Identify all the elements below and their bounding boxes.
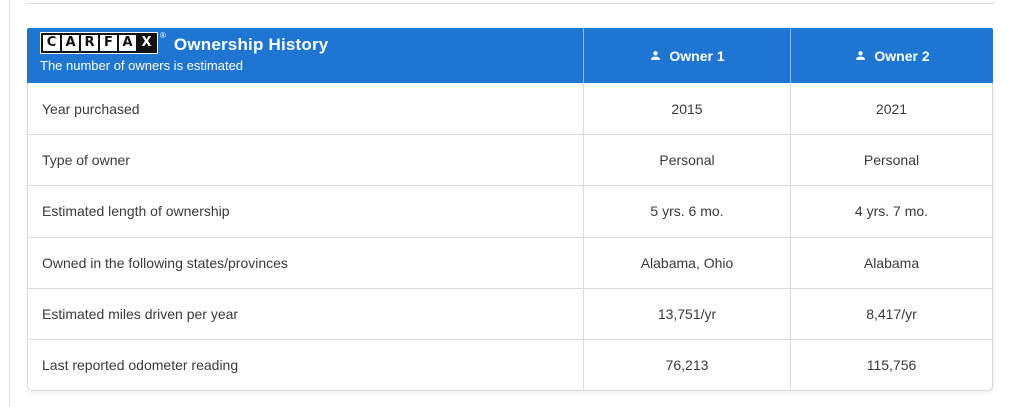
page-top-divider	[27, 3, 995, 4]
table-row: Owned in the following states/provinces …	[28, 236, 992, 288]
owner2-column-header: Owner 2	[790, 28, 993, 83]
person-icon	[856, 51, 866, 60]
ownership-history-card: C A R F A X ® Ownership History The numb…	[27, 28, 993, 392]
logo-letter: R	[81, 35, 98, 51]
owner2-value: Alabama	[790, 237, 992, 288]
section-subtitle: The number of owners is estimated	[40, 58, 244, 73]
owner1-value: 5 yrs. 6 mo.	[583, 186, 790, 237]
row-label: Owned in the following states/provinces	[42, 254, 288, 271]
owner1-column-label: Owner 1	[669, 47, 725, 64]
owner2-value: Personal	[790, 135, 992, 186]
table-row: Estimated length of ownership 5 yrs. 6 m…	[28, 185, 992, 237]
row-label: Type of owner	[42, 152, 130, 169]
carfax-logo-frame: C A R F A X	[41, 33, 157, 53]
owner2-value: 115,756	[790, 339, 992, 391]
owner1-value: Personal	[583, 135, 790, 186]
section-title: Ownership History	[173, 35, 329, 54]
logo-letter-x: X	[138, 35, 155, 51]
logo-letter: F	[100, 35, 117, 51]
page-left-divider	[9, 0, 10, 407]
owner2-value: 2021	[790, 83, 992, 135]
header-title-cell: C A R F A X ® Ownership History The numb…	[27, 28, 583, 83]
table-header: C A R F A X ® Ownership History The numb…	[27, 28, 993, 83]
table-row: Year purchased 2015 2021	[28, 83, 992, 135]
owner2-value: 8,417/yr	[790, 288, 992, 339]
owner2-value: 4 yrs. 7 mo.	[790, 186, 992, 237]
owner2-column-label: Owner 2	[874, 47, 930, 64]
carfax-logo: C A R F A X	[40, 32, 158, 54]
table-row: Estimated miles driven per year 13,751/y…	[28, 287, 992, 339]
logo-title-row: C A R F A X ® Ownership History	[40, 32, 583, 55]
row-label: Year purchased	[42, 100, 140, 117]
table-body: Year purchased 2015 2021 Type of owner P…	[27, 83, 993, 392]
owner1-column-header: Owner 1	[583, 28, 790, 83]
row-label: Estimated miles driven per year	[42, 305, 239, 322]
owner1-value: Alabama, Ohio	[583, 237, 790, 288]
logo-letter: C	[43, 35, 60, 51]
owner1-value: 76,213	[583, 339, 790, 391]
logo-letter: A	[62, 35, 79, 51]
person-icon	[651, 51, 661, 60]
registered-trademark: ®	[160, 31, 166, 40]
owner1-value: 13,751/yr	[583, 288, 790, 339]
logo-letter: A	[119, 35, 136, 51]
row-label: Last reported odometer reading	[42, 357, 239, 374]
table-row: Last reported odometer reading 76,213 11…	[28, 338, 992, 391]
owner1-value: 2015	[583, 83, 790, 135]
row-label: Estimated length of ownership	[42, 203, 230, 220]
table-row: Type of owner Personal Personal	[28, 134, 992, 186]
